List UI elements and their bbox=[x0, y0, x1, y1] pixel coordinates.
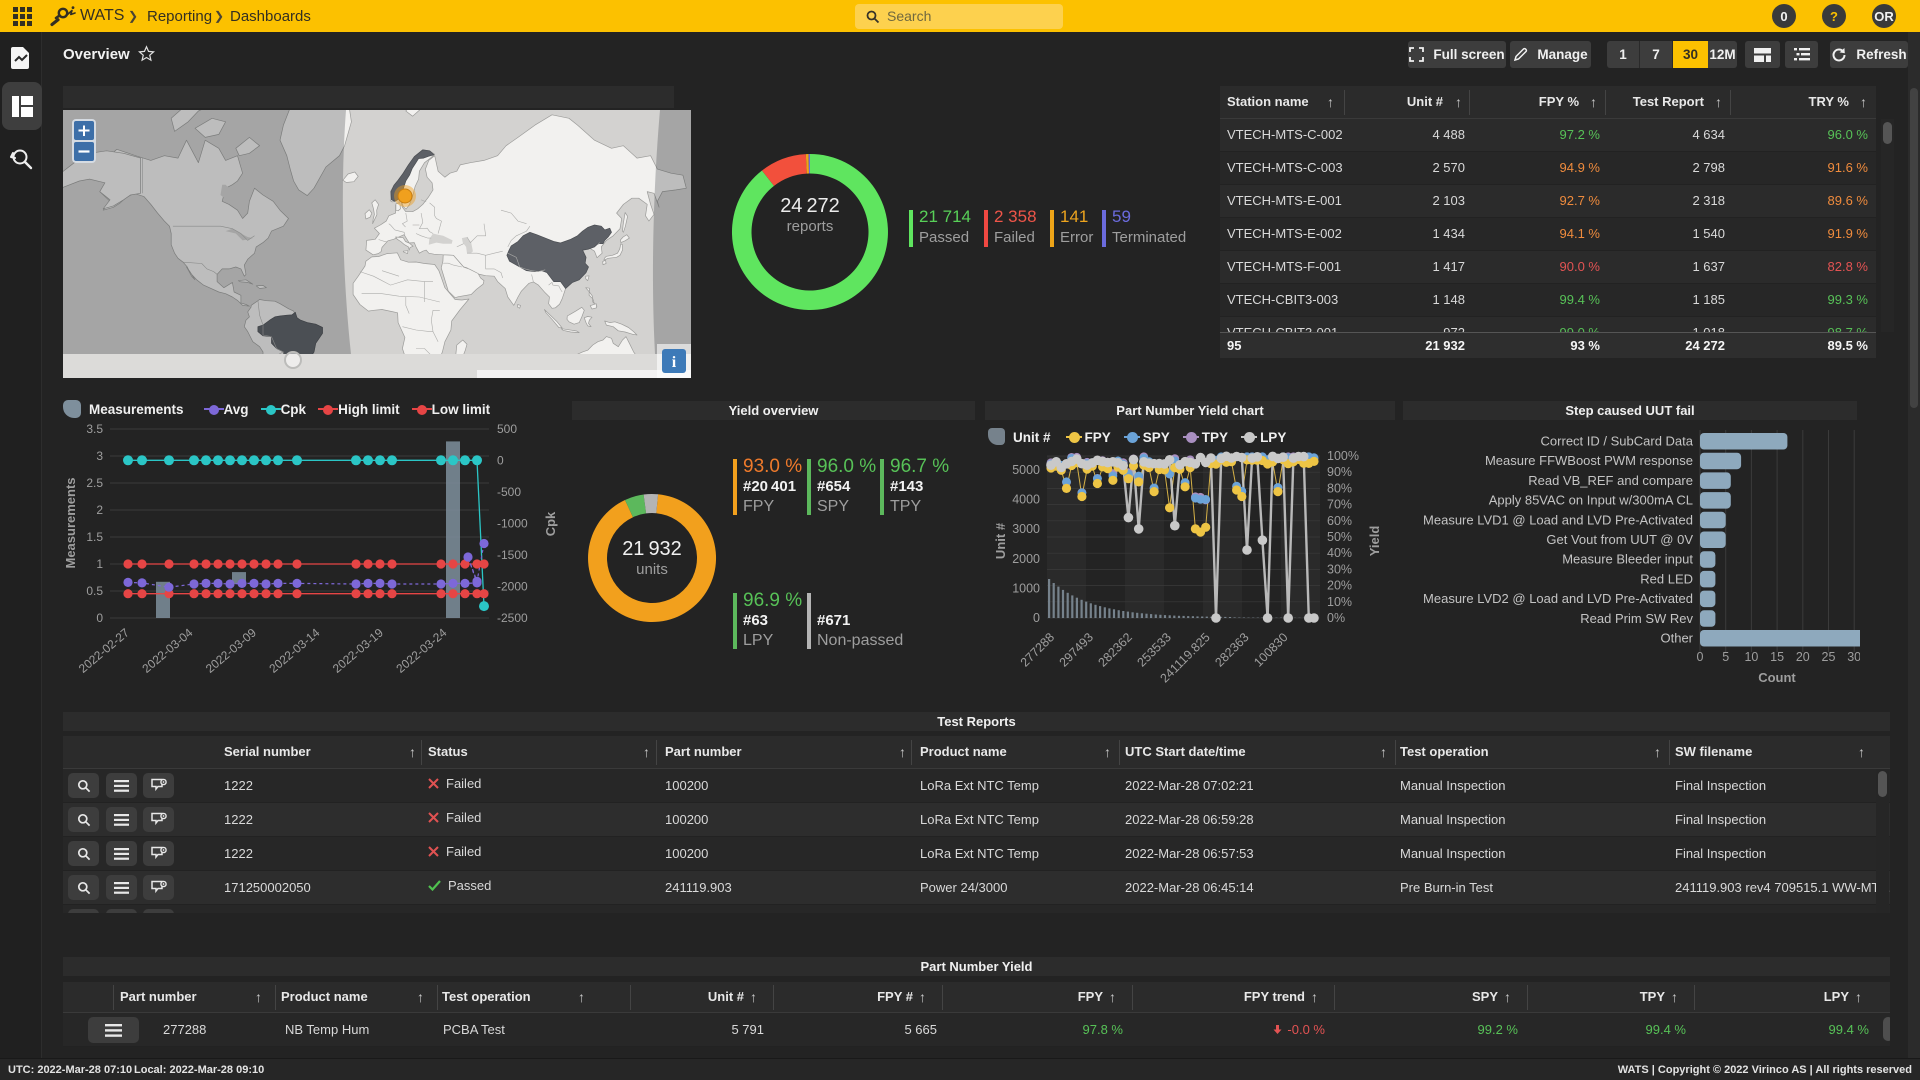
svg-text:1000: 1000 bbox=[1012, 581, 1040, 595]
svg-text:297493: 297493 bbox=[1057, 630, 1096, 669]
svg-text:282362: 282362 bbox=[1096, 630, 1135, 669]
svg-text:1: 1 bbox=[96, 557, 103, 571]
svg-text:2022-03-09: 2022-03-09 bbox=[203, 625, 259, 675]
svg-text:3.5: 3.5 bbox=[86, 422, 103, 436]
svg-text:4000: 4000 bbox=[1012, 493, 1040, 507]
svg-text:0: 0 bbox=[96, 611, 103, 625]
svg-text:i: i bbox=[672, 354, 677, 371]
svg-text:Get Vout from UUT @ 0V: Get Vout from UUT @ 0V bbox=[1546, 532, 1693, 547]
svg-text:277288: 277288 bbox=[1018, 630, 1057, 669]
svg-text:253533: 253533 bbox=[1135, 630, 1174, 669]
svg-text:3: 3 bbox=[96, 449, 103, 463]
svg-text:-1500: -1500 bbox=[497, 548, 528, 562]
svg-text:-2500: -2500 bbox=[497, 611, 528, 625]
svg-text:60%: 60% bbox=[1327, 514, 1352, 528]
svg-text:-500: -500 bbox=[497, 485, 521, 499]
svg-text:2.5: 2.5 bbox=[86, 476, 103, 490]
svg-text:0: 0 bbox=[497, 454, 504, 468]
svg-text:282363: 282363 bbox=[1212, 630, 1251, 669]
svg-text:2022-03-19: 2022-03-19 bbox=[330, 625, 386, 675]
svg-text:0: 0 bbox=[1033, 611, 1040, 625]
svg-text:Yield: Yield bbox=[1367, 526, 1382, 557]
svg-text:Measurements: Measurements bbox=[63, 477, 78, 568]
svg-text:Measure LVD2 @ Load and LVD P: Measure LVD2 @ Load and LVD Pre-Activate… bbox=[1423, 591, 1693, 606]
svg-text:5000: 5000 bbox=[1012, 463, 1040, 477]
svg-text:1.5: 1.5 bbox=[86, 530, 103, 544]
svg-text:0.5: 0.5 bbox=[86, 584, 103, 598]
svg-text:2022-03-24: 2022-03-24 bbox=[393, 625, 449, 675]
svg-text:10%: 10% bbox=[1327, 595, 1352, 609]
svg-text:70%: 70% bbox=[1327, 498, 1352, 512]
svg-text:40%: 40% bbox=[1327, 546, 1352, 560]
svg-text:3000: 3000 bbox=[1012, 522, 1040, 536]
svg-text:90%: 90% bbox=[1327, 465, 1352, 479]
svg-text:80%: 80% bbox=[1327, 481, 1352, 495]
svg-text:100%: 100% bbox=[1327, 449, 1359, 463]
svg-text:Cpk: Cpk bbox=[543, 511, 558, 536]
svg-text:Measure FFWBoost PWM response: Measure FFWBoost PWM response bbox=[1485, 453, 1693, 468]
svg-text:25: 25 bbox=[1822, 650, 1836, 664]
svg-text:Count: Count bbox=[1758, 670, 1796, 685]
svg-text:20%: 20% bbox=[1327, 579, 1352, 593]
svg-text:15: 15 bbox=[1770, 650, 1784, 664]
svg-text:20: 20 bbox=[1796, 650, 1810, 664]
svg-text:-2000: -2000 bbox=[497, 580, 528, 594]
svg-text:Measure LVD1 @ Load and LVD P: Measure LVD1 @ Load and LVD Pre-Activate… bbox=[1423, 512, 1693, 527]
svg-text:Read VB_REF and compare: Read VB_REF and compare bbox=[1528, 473, 1693, 488]
svg-text:Correct ID / SubCard Data: Correct ID / SubCard Data bbox=[1541, 434, 1694, 449]
svg-text:Read Prim SW Rev: Read Prim SW Rev bbox=[1580, 611, 1693, 626]
svg-text:Apply 85VAC on Input w/300mA C: Apply 85VAC on Input w/300mA CL bbox=[1489, 493, 1693, 508]
svg-text:Measure Bleeder input: Measure Bleeder input bbox=[1562, 552, 1693, 567]
svg-text:0%: 0% bbox=[1327, 611, 1345, 625]
svg-text:2022-03-04: 2022-03-04 bbox=[139, 625, 195, 675]
svg-text:500: 500 bbox=[497, 422, 517, 436]
svg-text:Other: Other bbox=[1660, 631, 1693, 646]
svg-text:2000: 2000 bbox=[1012, 552, 1040, 566]
svg-text:2022-02-27: 2022-02-27 bbox=[76, 625, 132, 675]
svg-text:0: 0 bbox=[1697, 650, 1704, 664]
svg-text:Unit #: Unit # bbox=[993, 522, 1008, 559]
svg-text:100830: 100830 bbox=[1251, 630, 1290, 669]
svg-text:-1000: -1000 bbox=[497, 517, 528, 531]
svg-text:30%: 30% bbox=[1327, 562, 1352, 576]
svg-text:2022-03-14: 2022-03-14 bbox=[266, 625, 322, 675]
svg-text:Red LED: Red LED bbox=[1640, 571, 1693, 586]
svg-text:50%: 50% bbox=[1327, 530, 1352, 544]
svg-text:10: 10 bbox=[1744, 650, 1758, 664]
svg-text:30: 30 bbox=[1847, 650, 1860, 664]
svg-text:5: 5 bbox=[1722, 650, 1729, 664]
svg-text:2: 2 bbox=[96, 503, 103, 517]
